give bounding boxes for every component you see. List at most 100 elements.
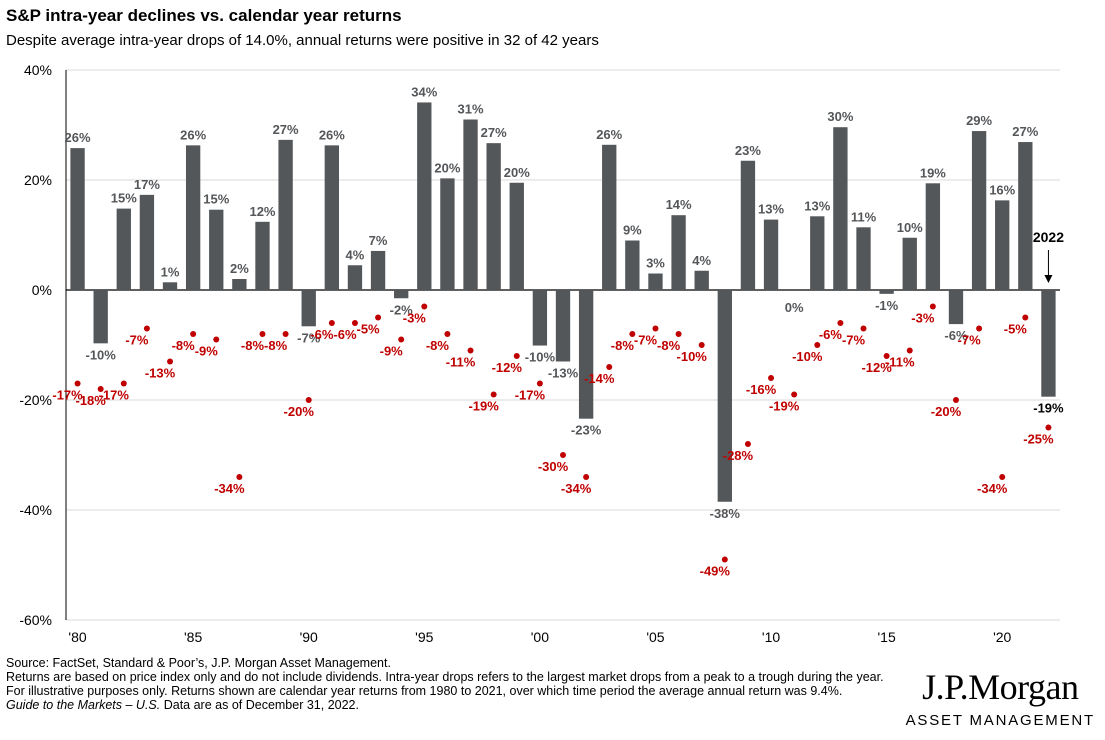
- decline-label: -14%: [584, 371, 615, 386]
- decline-dot: [791, 391, 798, 398]
- decline-label: -16%: [746, 382, 777, 397]
- decline-dot: [490, 391, 497, 398]
- decline-dot: [860, 325, 867, 332]
- return-label: 26%: [596, 127, 622, 142]
- decline-dot: [629, 331, 636, 337]
- footnotes: Source: FactSet, Standard & Poor’s, J.P.…: [6, 656, 896, 712]
- return-label: -19%: [1033, 401, 1064, 416]
- return-label: 23%: [735, 143, 761, 158]
- decline-dot: [606, 364, 613, 370]
- decline-dot: [282, 331, 289, 337]
- return-bar: [370, 250, 386, 290]
- return-bar: [948, 290, 964, 325]
- return-label: 27%: [273, 122, 299, 137]
- decline-dot: [97, 386, 104, 392]
- decline-dot: [513, 353, 520, 359]
- return-bar: [648, 273, 663, 290]
- return-bar: [139, 194, 155, 290]
- decline-dot: [583, 474, 590, 480]
- decline-dot: [167, 358, 174, 365]
- decline-label: -3%: [403, 311, 427, 326]
- decline-label: -10%: [792, 349, 823, 364]
- return-label: 4%: [346, 247, 365, 262]
- return-bar: [1018, 142, 1033, 290]
- return-label: 17%: [134, 177, 160, 192]
- return-label: -2%: [390, 302, 414, 317]
- x-tick-label: '15: [878, 629, 896, 645]
- return-bars: 26%-10%15%17%1%26%15%2%12%27%-7%26%4%7%-…: [65, 84, 1065, 520]
- x-axis: '80 '85 '90 '95 '00 '05 '10 '15 '20: [68, 629, 1011, 645]
- chart-subtitle: Despite average intra-year drops of 14.0…: [6, 32, 599, 49]
- return-bar: [509, 182, 524, 290]
- x-tick-label: '90: [300, 629, 318, 645]
- return-label: 20%: [434, 160, 460, 175]
- return-bar: [301, 290, 316, 327]
- return-bar: [856, 227, 871, 290]
- y-tick-label: 0%: [32, 282, 52, 298]
- return-label: 15%: [203, 192, 229, 207]
- x-tick-label: '95: [415, 629, 433, 645]
- return-label: 19%: [920, 165, 946, 180]
- decline-dot: [120, 380, 127, 387]
- return-bar: [417, 102, 432, 290]
- return-bar: [578, 290, 594, 419]
- decline-dot: [1045, 424, 1052, 431]
- return-bar: [532, 290, 548, 346]
- return-bar: [833, 127, 848, 290]
- x-tick-label: '05: [646, 629, 664, 645]
- decline-label: -6%: [819, 327, 843, 342]
- return-label: 26%: [319, 127, 345, 142]
- decline-dots: -17%-18%-17%-7%-13%-8% -9%-34%-8% -8%-20%-…: [52, 303, 1054, 579]
- decline-label: -8%: [241, 338, 265, 353]
- return-label: 13%: [804, 198, 830, 213]
- decline-label: -10%: [677, 349, 708, 364]
- decline-label: -3%: [911, 311, 935, 326]
- decline-label: -30%: [538, 459, 569, 474]
- logo-subtitle: ASSET MANAGEMENT: [905, 712, 1095, 729]
- return-bar: [347, 265, 363, 290]
- as-of-note: Data are as of December 31, 2022.: [160, 698, 359, 712]
- return-label: -10%: [525, 350, 556, 365]
- x-tick-label: '85: [184, 629, 202, 645]
- return-label: -6%: [944, 328, 968, 343]
- return-label: 7%: [369, 233, 388, 248]
- decline-dot: [560, 452, 566, 458]
- return-bar: [625, 240, 640, 290]
- return-bar: [925, 183, 941, 290]
- return-label: -10%: [85, 347, 116, 362]
- return-bar: [232, 279, 247, 290]
- decline-dot: [536, 380, 543, 387]
- decline-label: -9%: [380, 344, 404, 359]
- return-bar: [717, 290, 732, 502]
- return-label: 26%: [65, 130, 91, 145]
- return-label: 1%: [161, 264, 180, 279]
- return-label: 2%: [230, 261, 249, 276]
- decline-label: -5%: [1004, 322, 1028, 337]
- y-tick-label: -20%: [19, 392, 52, 408]
- decline-label: -19%: [468, 399, 499, 414]
- return-bar: [162, 282, 178, 290]
- return-bar: [671, 215, 686, 290]
- guide-title: Guide to the Markets – U.S.: [6, 698, 161, 712]
- return-label: 31%: [458, 102, 484, 117]
- annotation: 2022: [1033, 229, 1064, 283]
- decline-dot: [421, 303, 428, 310]
- decline-dot: [906, 347, 913, 354]
- y-tick-label: 20%: [24, 172, 52, 188]
- return-label: 13%: [758, 202, 784, 217]
- method-note: Returns are based on price index only an…: [6, 670, 884, 698]
- decline-label: -18%: [75, 393, 106, 408]
- x-tick-label: '80: [68, 629, 86, 645]
- return-label: 27%: [481, 125, 507, 140]
- return-label: -38%: [710, 506, 741, 521]
- decline-label: -9%: [195, 344, 219, 359]
- return-bar: [995, 200, 1010, 290]
- decline-dot: [351, 320, 358, 326]
- decline-label: -20%: [284, 404, 315, 419]
- return-bar: [185, 145, 201, 290]
- decline-label: -20%: [931, 404, 962, 419]
- decline-label: -8%: [172, 338, 196, 353]
- decline-dot: [143, 325, 150, 332]
- decline-dot: [652, 325, 659, 332]
- decline-dot: [259, 331, 266, 337]
